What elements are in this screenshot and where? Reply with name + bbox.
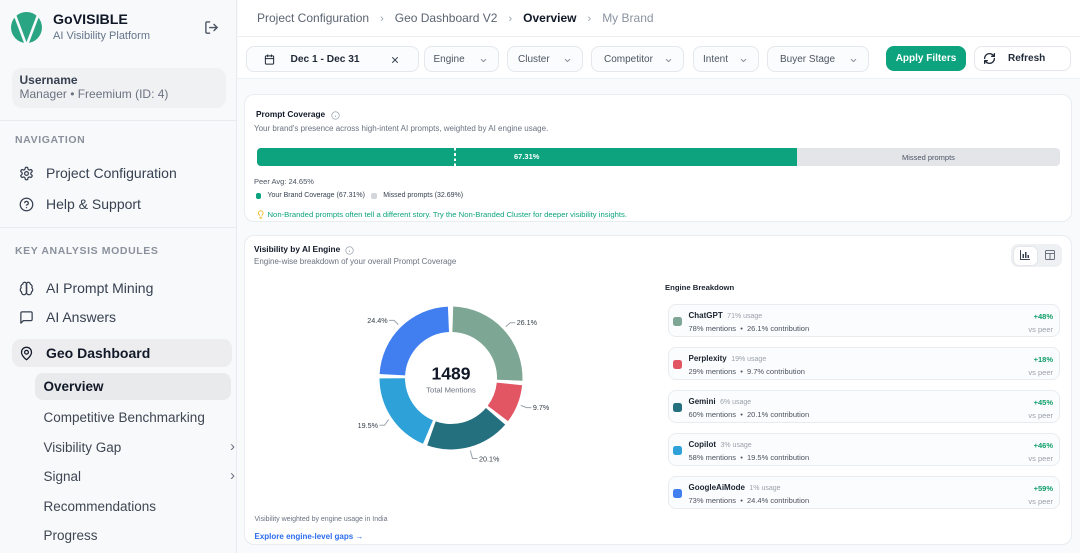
svg-text:24.4%: 24.4% bbox=[367, 316, 388, 325]
svg-text:20.1%: 20.1% bbox=[479, 455, 500, 464]
svg-text:Total Mentions: Total Mentions bbox=[426, 386, 476, 395]
svg-text:19.5%: 19.5% bbox=[358, 421, 379, 430]
svg-text:26.1%: 26.1% bbox=[517, 318, 538, 327]
svg-text:9.7%: 9.7% bbox=[533, 403, 550, 412]
svg-text:1489: 1489 bbox=[432, 364, 471, 384]
